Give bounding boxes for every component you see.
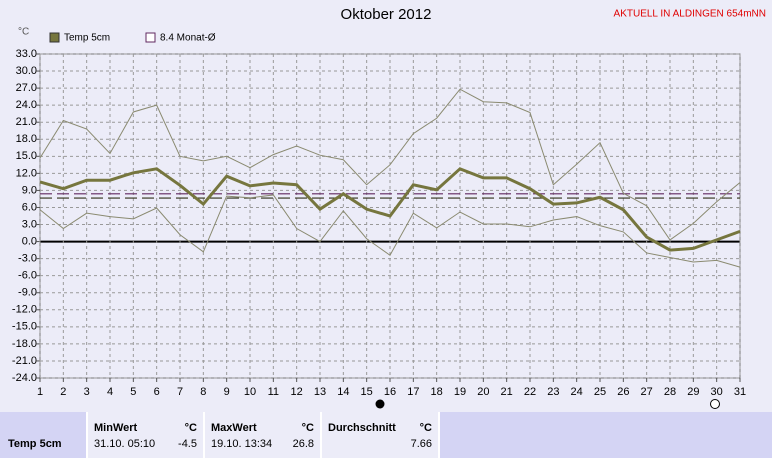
x-tick-label: 1: [37, 386, 43, 398]
new-moon-icon: [375, 399, 385, 409]
legend-label: Temp 5cm: [64, 33, 110, 44]
x-tick-label: 29: [687, 386, 699, 398]
x-tick-label: 2: [60, 386, 66, 398]
x-tick-label: 4: [107, 386, 113, 398]
x-tick-label: 25: [594, 386, 606, 398]
y-tick-label: 33.0: [16, 48, 37, 60]
unit: °C: [419, 422, 432, 434]
y-tick-label: 6.0: [22, 201, 37, 213]
x-tick-label: 21: [501, 386, 513, 398]
x-tick-label: 22: [524, 386, 536, 398]
y-tick-label: 24.0: [16, 99, 37, 111]
x-tick-label: 24: [571, 386, 583, 398]
avg-title: Durchschnitt: [328, 422, 396, 434]
unit: °C: [184, 422, 197, 434]
y-tick-label: -21.0: [12, 355, 37, 367]
max-time: 19.10. 13:34: [211, 438, 273, 450]
x-tick-label: 5: [130, 386, 136, 398]
x-tick-label: 8: [200, 386, 206, 398]
max-cell: MaxWert °C 19.10. 13:34 26.8: [205, 412, 322, 458]
legend-swatch: [49, 32, 60, 43]
y-tick-label: 30.0: [16, 65, 37, 77]
x-tick-label: 9: [224, 386, 230, 398]
avg-cell: Durchschnitt °C 7.66: [322, 412, 440, 458]
min-value: -4.5: [178, 438, 197, 450]
x-tick-label: 31: [734, 386, 746, 398]
x-tick-label: 16: [384, 386, 396, 398]
series-line: [39, 88, 741, 241]
unit: °C: [301, 422, 314, 434]
series-line: [39, 167, 741, 252]
avg-value: 7.66: [410, 438, 432, 450]
x-tick-label: 20: [477, 386, 489, 398]
x-tick-label: 15: [361, 386, 373, 398]
x-tick-label: 3: [84, 386, 90, 398]
station-label: AKTUELL IN ALDINGEN 654mNN: [614, 9, 766, 20]
y-tick-label: 12.0: [16, 167, 37, 179]
x-tick-label: 12: [291, 386, 303, 398]
min-cell: MinWert °C 31.10. 05:10 -4.5: [88, 412, 205, 458]
x-tick-label: 30: [711, 386, 723, 398]
y-tick-label: -12.0: [12, 304, 37, 316]
legend-label: 8.4 Monat-Ø: [160, 33, 216, 44]
y-tick-label: -18.0: [12, 338, 37, 350]
chart-title: Oktober 2012: [341, 6, 432, 23]
x-tick-label: 28: [664, 386, 676, 398]
y-tick-label: -24.0: [12, 372, 37, 384]
y-tick-label: 27.0: [16, 82, 37, 94]
y-tick-label: 9.0: [22, 184, 37, 196]
row-header: Temp 5cm: [0, 412, 88, 458]
x-tick-label: 23: [547, 386, 559, 398]
y-tick-label: -6.0: [18, 270, 37, 282]
x-tick-label: 10: [244, 386, 256, 398]
y-tick-label: -3.0: [18, 253, 37, 265]
stats-table: Temp 5cm MinWert °C 31.10. 05:10 -4.5 Ma…: [0, 412, 772, 458]
min-title: MinWert: [94, 422, 138, 434]
x-tick-label: 6: [154, 386, 160, 398]
chart: Oktober 2012 AKTUELL IN ALDINGEN 654mNN …: [12, 6, 766, 409]
y-tick-label: 3.0: [22, 218, 37, 230]
x-tick-label: 7: [177, 386, 183, 398]
y-tick-label: -15.0: [12, 321, 37, 333]
y-tick-label: 15.0: [16, 150, 37, 162]
full-moon-icon: [710, 399, 720, 409]
max-value: 26.8: [292, 438, 314, 450]
x-tick-label: 17: [407, 386, 419, 398]
y-tick-label: 0.0: [22, 235, 37, 247]
series-line: [39, 194, 741, 268]
row-label: Temp 5cm: [8, 438, 62, 450]
x-tick-label: 19: [454, 386, 466, 398]
x-tick-label: 18: [431, 386, 443, 398]
x-tick-label: 13: [314, 386, 326, 398]
y-tick-label: 18.0: [16, 133, 37, 145]
legend-swatch: [145, 32, 156, 43]
y-tick-label: -9.0: [18, 287, 37, 299]
x-tick-label: 14: [337, 386, 349, 398]
x-tick-label: 27: [641, 386, 653, 398]
x-tick-label: 11: [268, 386, 279, 398]
y-unit: °C: [18, 27, 29, 38]
x-tick-label: 26: [617, 386, 629, 398]
y-tick-label: 21.0: [16, 116, 37, 128]
max-title: MaxWert: [211, 422, 257, 434]
min-time: 31.10. 05:10: [94, 438, 156, 450]
